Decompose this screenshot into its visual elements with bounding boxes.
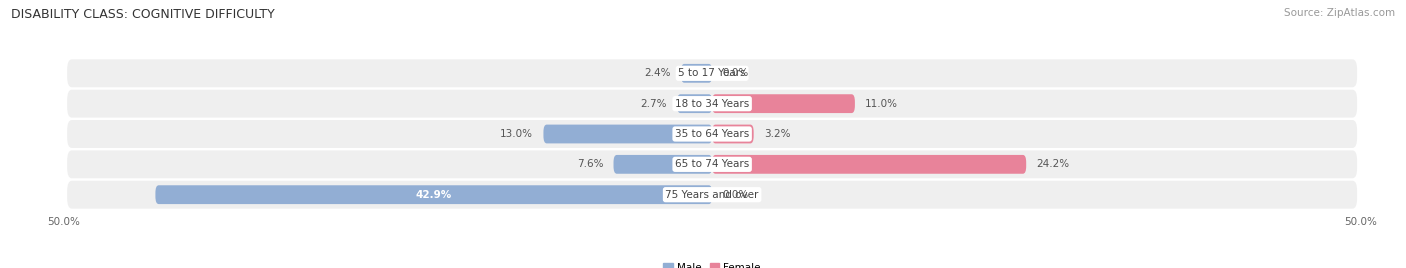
FancyBboxPatch shape	[67, 181, 1357, 209]
Text: 75 Years and over: 75 Years and over	[665, 190, 759, 200]
Text: 0.0%: 0.0%	[723, 190, 749, 200]
Text: 5 to 17 Years: 5 to 17 Years	[678, 68, 747, 78]
FancyBboxPatch shape	[713, 155, 1026, 174]
Text: 11.0%: 11.0%	[865, 99, 898, 109]
FancyBboxPatch shape	[613, 155, 713, 174]
FancyBboxPatch shape	[156, 185, 713, 204]
Text: 65 to 74 Years: 65 to 74 Years	[675, 159, 749, 169]
Text: 7.6%: 7.6%	[576, 159, 603, 169]
Text: 3.2%: 3.2%	[763, 129, 790, 139]
FancyBboxPatch shape	[713, 125, 754, 143]
Text: 2.4%: 2.4%	[644, 68, 671, 78]
FancyBboxPatch shape	[681, 64, 713, 83]
Text: 42.9%: 42.9%	[416, 190, 451, 200]
FancyBboxPatch shape	[67, 150, 1357, 178]
FancyBboxPatch shape	[713, 94, 855, 113]
Text: DISABILITY CLASS: COGNITIVE DIFFICULTY: DISABILITY CLASS: COGNITIVE DIFFICULTY	[11, 8, 276, 21]
Legend: Male, Female: Male, Female	[659, 258, 765, 268]
FancyBboxPatch shape	[67, 59, 1357, 87]
Text: 35 to 64 Years: 35 to 64 Years	[675, 129, 749, 139]
FancyBboxPatch shape	[67, 90, 1357, 118]
Text: Source: ZipAtlas.com: Source: ZipAtlas.com	[1284, 8, 1395, 18]
Text: 13.0%: 13.0%	[501, 129, 533, 139]
Text: 18 to 34 Years: 18 to 34 Years	[675, 99, 749, 109]
FancyBboxPatch shape	[67, 120, 1357, 148]
Text: 0.0%: 0.0%	[723, 68, 749, 78]
FancyBboxPatch shape	[678, 94, 713, 113]
Text: 2.7%: 2.7%	[640, 99, 666, 109]
Text: 24.2%: 24.2%	[1036, 159, 1070, 169]
FancyBboxPatch shape	[544, 125, 713, 143]
